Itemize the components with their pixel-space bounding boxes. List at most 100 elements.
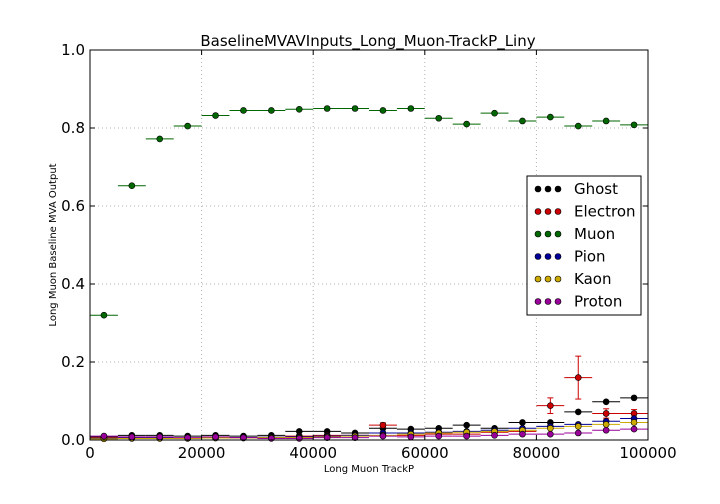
data-point bbox=[602, 398, 610, 406]
legend-marker bbox=[554, 185, 562, 193]
legend-marker bbox=[544, 298, 552, 305]
data-point bbox=[519, 419, 526, 426]
data-point bbox=[379, 107, 387, 114]
legend-marker bbox=[554, 208, 562, 215]
legend-marker bbox=[544, 253, 552, 260]
data-point bbox=[435, 432, 443, 440]
plot-frame bbox=[89, 49, 649, 441]
data-point bbox=[379, 421, 387, 429]
data-point bbox=[295, 105, 303, 113]
data-point bbox=[463, 421, 470, 429]
data-point bbox=[100, 311, 108, 319]
data-point bbox=[630, 425, 638, 433]
data-point bbox=[630, 419, 638, 426]
data-point bbox=[407, 105, 415, 112]
legend-item-pion: Pion bbox=[534, 248, 606, 266]
legend-marker bbox=[534, 230, 542, 238]
legend-marker bbox=[544, 185, 552, 193]
x-tick-label: 0 bbox=[85, 444, 95, 462]
data-point bbox=[547, 113, 554, 121]
legend-label: Muon bbox=[574, 225, 615, 243]
data-point bbox=[630, 394, 638, 402]
legend-label: Proton bbox=[574, 293, 622, 311]
legend-marker bbox=[554, 298, 562, 305]
data-layer bbox=[90, 105, 648, 443]
legend-marker bbox=[544, 208, 552, 215]
data-point bbox=[240, 434, 247, 441]
legend-marker bbox=[534, 253, 542, 260]
legend-marker bbox=[534, 298, 542, 305]
y-tick-label: 0.4 bbox=[61, 275, 85, 293]
legend-item-kaon: Kaon bbox=[534, 270, 611, 288]
data-point bbox=[574, 374, 582, 381]
data-point bbox=[463, 432, 470, 440]
legend-marker bbox=[554, 230, 562, 238]
data-point bbox=[602, 410, 610, 417]
legend-box bbox=[526, 175, 642, 316]
y-axis-label: Long Muon Baseline MVA Output bbox=[48, 163, 59, 326]
data-point bbox=[100, 432, 108, 440]
y-tick-label: 1.0 bbox=[61, 41, 85, 59]
data-point bbox=[574, 423, 582, 430]
x-tick-label: 100000 bbox=[619, 444, 676, 462]
x-tick-label: 60000 bbox=[401, 444, 449, 462]
chart-title: BaselineMVAVInputs_Long_Muon-TrackP_Liny bbox=[200, 32, 535, 51]
data-point bbox=[574, 429, 582, 437]
y-tick-label: 0.8 bbox=[61, 119, 85, 137]
legend-marker bbox=[544, 230, 552, 238]
data-point bbox=[212, 433, 219, 441]
legend-marker bbox=[534, 185, 542, 193]
legend-marker bbox=[544, 275, 552, 283]
legend-item-proton: Proton bbox=[534, 293, 622, 311]
x-axis-label: Long Muon TrackP bbox=[324, 464, 414, 475]
x-tick-label: 40000 bbox=[289, 444, 337, 462]
legend: Ghost Electron Muon Pion Kaon Proton bbox=[526, 175, 642, 316]
data-point bbox=[323, 105, 331, 112]
data-point bbox=[630, 121, 638, 129]
data-point bbox=[602, 426, 610, 434]
data-point bbox=[156, 433, 164, 441]
legend-marker bbox=[534, 275, 542, 283]
data-point bbox=[407, 433, 415, 441]
series-muon bbox=[90, 105, 648, 319]
data-point bbox=[212, 112, 219, 119]
x-axis: 0 20000 40000 60000 80000 100000 bbox=[85, 50, 677, 462]
legend-item-muon: Muon bbox=[534, 225, 615, 243]
data-point bbox=[323, 434, 331, 441]
x-tick-label: 80000 bbox=[513, 444, 561, 462]
data-point bbox=[351, 105, 359, 112]
y-tick-label: 0.0 bbox=[61, 431, 85, 449]
data-point bbox=[519, 117, 526, 125]
data-point bbox=[519, 430, 526, 438]
data-point bbox=[491, 109, 498, 117]
data-point bbox=[295, 435, 303, 442]
data-point bbox=[184, 434, 191, 441]
data-point bbox=[379, 432, 387, 440]
legend-label: Electron bbox=[574, 203, 636, 221]
data-point bbox=[128, 182, 136, 190]
data-point bbox=[184, 122, 191, 130]
legend-label: Kaon bbox=[574, 270, 611, 288]
legend-marker bbox=[534, 208, 542, 215]
legend-marker bbox=[554, 275, 562, 283]
x-tick-label: 20000 bbox=[178, 444, 226, 462]
legend-marker bbox=[554, 253, 562, 260]
data-point bbox=[240, 107, 247, 114]
data-point bbox=[602, 117, 610, 125]
legend-item-electron: Electron bbox=[534, 203, 636, 221]
data-point bbox=[268, 435, 275, 442]
y-tick-label: 0.2 bbox=[61, 353, 85, 371]
legend-label: Pion bbox=[574, 248, 606, 266]
data-point bbox=[547, 424, 554, 432]
data-point bbox=[547, 430, 554, 438]
data-point bbox=[435, 114, 443, 122]
data-point bbox=[491, 432, 498, 439]
legend-item-ghost: Ghost bbox=[534, 180, 618, 198]
data-point bbox=[547, 402, 554, 409]
data-point bbox=[463, 120, 470, 128]
data-point bbox=[574, 122, 582, 130]
y-axis: 0.0 0.2 0.4 0.6 0.8 1.0 bbox=[61, 41, 648, 449]
y-tick-label: 0.6 bbox=[61, 197, 85, 215]
data-point bbox=[351, 434, 359, 441]
